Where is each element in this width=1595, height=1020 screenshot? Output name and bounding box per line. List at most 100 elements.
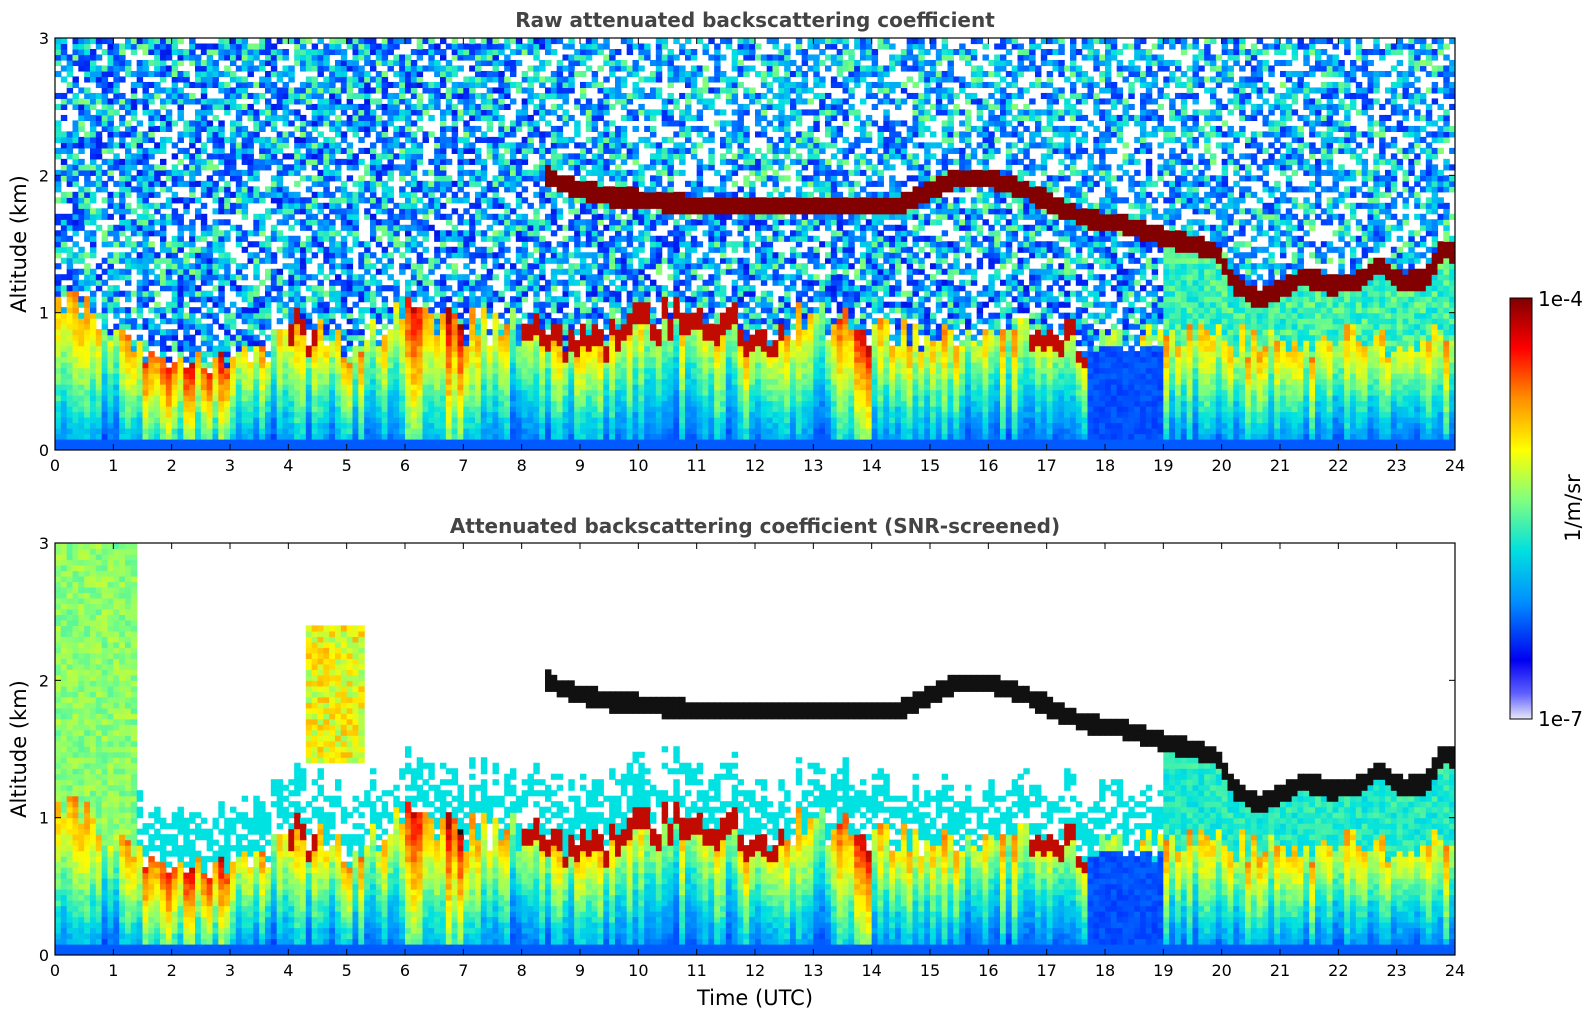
heatmap-cell <box>189 186 196 193</box>
heatmap-cell <box>311 136 319 143</box>
heatmap-cell <box>329 246 336 253</box>
heatmap-cell <box>329 48 336 56</box>
heatmap-cell <box>265 164 272 171</box>
heatmap-cell <box>480 367 488 374</box>
heatmap-cell <box>165 109 173 116</box>
heatmap-cell <box>399 164 406 171</box>
heatmap-cell <box>177 400 184 407</box>
heatmap-cell <box>469 373 476 380</box>
heatmap-cell <box>72 136 79 143</box>
heatmap-cell <box>475 59 482 67</box>
heatmap-cell <box>113 433 120 440</box>
heatmap-cell <box>125 109 132 116</box>
heatmap-cell <box>183 125 190 132</box>
heatmap-cell <box>230 378 237 385</box>
heatmap-cell <box>510 362 517 369</box>
heatmap-cell <box>457 433 464 440</box>
heatmap-cell <box>78 219 85 226</box>
heatmap-cell <box>498 422 505 429</box>
heatmap-cell <box>317 334 324 341</box>
heatmap-cell <box>282 329 289 336</box>
heatmap-cell <box>352 230 359 237</box>
heatmap-cell <box>311 175 319 182</box>
heatmap-cell <box>475 411 482 418</box>
heatmap-cell <box>270 197 278 204</box>
heatmap-cell <box>130 362 138 369</box>
heatmap-cell <box>276 411 284 418</box>
heatmap-cell <box>154 208 161 215</box>
heatmap-cell <box>504 389 511 396</box>
heatmap-cell <box>276 169 284 176</box>
heatmap-cell <box>206 428 214 435</box>
heatmap-cell <box>335 147 342 154</box>
heatmap-cell <box>66 444 74 450</box>
heatmap-cell <box>498 158 505 165</box>
heatmap-cell <box>72 191 79 198</box>
heatmap-cell <box>195 158 202 165</box>
heatmap-cell <box>475 356 482 363</box>
heatmap-cell <box>136 307 144 314</box>
heatmap-cell <box>434 169 441 176</box>
heatmap-cell <box>492 334 499 341</box>
heatmap-cell <box>515 307 523 314</box>
heatmap-cell <box>510 268 517 275</box>
heatmap-cell <box>340 109 348 116</box>
heatmap-cell <box>533 439 540 446</box>
heatmap-cell <box>469 43 476 50</box>
heatmap-cell <box>189 400 196 407</box>
heatmap-cell <box>72 274 79 281</box>
heatmap-cell <box>160 180 167 187</box>
heatmap-cell <box>125 125 132 132</box>
heatmap-cell <box>224 334 231 341</box>
heatmap-cell <box>130 351 138 358</box>
heatmap-cell <box>364 186 371 193</box>
heatmap-cell <box>317 235 324 242</box>
heatmap-cell <box>66 406 74 413</box>
heatmap-cell <box>498 213 505 220</box>
heatmap-cell <box>177 389 184 396</box>
heatmap-cell <box>60 362 68 369</box>
heatmap-cell <box>195 373 202 380</box>
heatmap-cell <box>72 323 79 330</box>
heatmap-cell <box>259 296 266 303</box>
heatmap-cell <box>469 92 476 100</box>
heatmap-cell <box>340 400 348 407</box>
heatmap-cell <box>469 362 476 369</box>
heatmap-cell <box>107 54 114 61</box>
heatmap-cell <box>84 114 91 121</box>
heatmap-cell <box>358 378 365 385</box>
heatmap-cell <box>200 120 208 127</box>
heatmap-cell <box>200 202 208 209</box>
heatmap-cell <box>294 351 301 358</box>
heatmap-cell <box>340 285 348 292</box>
heatmap-cell <box>300 334 307 341</box>
heatmap-cell <box>480 406 488 413</box>
heatmap-cell <box>183 54 190 61</box>
heatmap-cell <box>90 340 97 347</box>
heatmap-cell <box>270 334 278 341</box>
heatmap-cell <box>90 428 97 435</box>
heatmap-cell <box>136 373 144 380</box>
heatmap-cell <box>235 312 243 319</box>
heatmap-cell <box>270 235 278 242</box>
heatmap-cell <box>422 301 429 308</box>
heatmap-cell <box>119 230 126 237</box>
heatmap-cell <box>90 65 97 72</box>
heatmap-cell <box>270 54 278 61</box>
heatmap-cell <box>230 38 237 45</box>
heatmap-cell <box>405 296 412 303</box>
heatmap-cell <box>55 433 62 440</box>
heatmap-cell <box>457 400 464 407</box>
heatmap-cell <box>235 356 243 363</box>
heatmap-cell <box>305 219 313 226</box>
heatmap-cell <box>107 439 114 446</box>
heatmap-cell <box>66 98 74 105</box>
heatmap-cell <box>72 224 79 231</box>
heatmap-cell <box>370 202 377 209</box>
heatmap-cell <box>177 224 184 231</box>
heatmap-cell <box>300 38 307 45</box>
heatmap-cell <box>212 411 219 418</box>
heatmap-cell <box>218 351 225 358</box>
heatmap-cell <box>457 422 464 429</box>
heatmap-cell <box>212 351 219 358</box>
